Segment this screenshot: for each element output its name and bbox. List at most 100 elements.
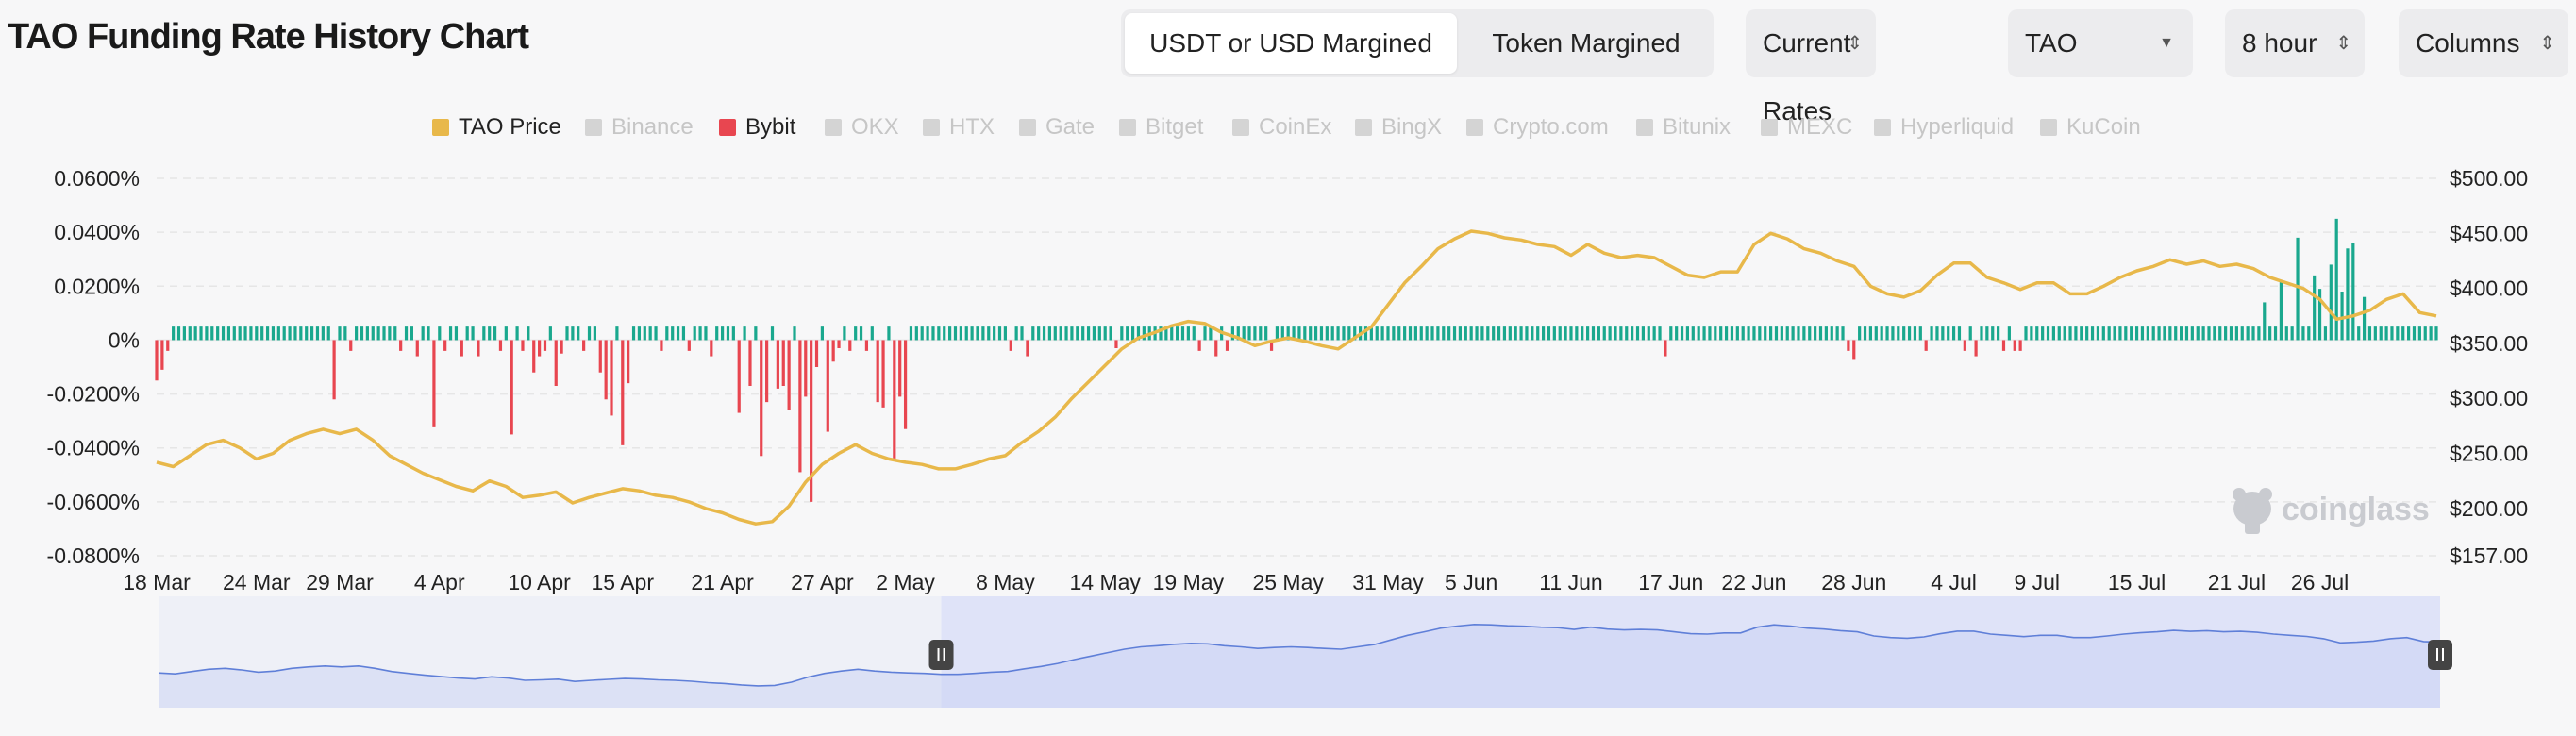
- x-axis-tick: 19 May: [1153, 570, 1225, 594]
- funding-bar: [1353, 326, 1357, 341]
- funding-bar: [1192, 326, 1196, 341]
- x-axis-tick: 9 Jul: [2014, 570, 2060, 594]
- funding-bar: [1363, 326, 1368, 341]
- coin-select[interactable]: TAO ▼: [2008, 9, 2193, 77]
- funding-bar: [893, 340, 896, 461]
- legend-item-hyperliquid[interactable]: Hyperliquid: [1874, 111, 2014, 143]
- legend-item-gate[interactable]: Gate: [1019, 111, 1095, 143]
- legend-item-bitunix[interactable]: Bitunix: [1636, 111, 1731, 143]
- funding-bar: [909, 326, 913, 341]
- navigator-handle-left[interactable]: [928, 640, 954, 670]
- legend-item-okx[interactable]: OKX: [825, 111, 899, 143]
- funding-bar: [160, 340, 164, 370]
- interval-select[interactable]: 8 hour ⇕: [2225, 9, 2365, 77]
- funding-bar: [760, 340, 763, 457]
- legend-item-htx[interactable]: HTX: [923, 111, 995, 143]
- funding-bar: [1675, 326, 1679, 341]
- funding-bar: [1286, 326, 1290, 341]
- funding-bar: [321, 326, 325, 341]
- funding-bar: [299, 326, 303, 341]
- funding-bar: [1120, 326, 1124, 341]
- funding-bar: [1991, 326, 1995, 341]
- tab-usdt-margined[interactable]: USDT or USD Margined: [1125, 13, 1457, 74]
- x-axis-tick: 10 Apr: [508, 570, 571, 594]
- legend-item-coinex[interactable]: CoinEx: [1232, 111, 1331, 143]
- legend-item-crypto-com[interactable]: Crypto.com: [1466, 111, 1609, 143]
- funding-bar: [1619, 326, 1623, 341]
- funding-bar: [1947, 326, 1950, 341]
- legend-item-bybit[interactable]: Bybit: [719, 111, 795, 143]
- funding-bar: [1847, 340, 1850, 351]
- funding-bar: [1652, 326, 1656, 341]
- funding-bar: [538, 340, 542, 357]
- funding-bar: [997, 326, 1002, 341]
- legend-item-bingx[interactable]: BingX: [1355, 111, 1442, 143]
- chart-type-select[interactable]: Columns ⇕: [2399, 9, 2568, 77]
- funding-bar: [421, 326, 425, 341]
- legend-item-bitget[interactable]: Bitget: [1119, 111, 1203, 143]
- funding-bar: [776, 340, 779, 389]
- funding-bar: [543, 340, 547, 351]
- interval-select-label: 8 hour: [2242, 28, 2317, 58]
- funding-bar: [1880, 326, 1883, 341]
- funding-bar: [1575, 326, 1579, 341]
- legend-item-tao-price[interactable]: TAO Price: [432, 111, 561, 143]
- funding-bar: [232, 326, 236, 341]
- legend-item-binance[interactable]: Binance: [585, 111, 694, 143]
- funding-bar: [1685, 326, 1690, 341]
- funding-bar: [2118, 326, 2122, 341]
- funding-bar: [754, 326, 758, 341]
- navigator-handle-right[interactable]: [2428, 640, 2452, 670]
- legend-swatch: [1636, 119, 1653, 136]
- funding-bar: [1259, 326, 1263, 341]
- funding-bar: [2146, 326, 2149, 341]
- legend-label: HTX: [949, 114, 995, 140]
- funding-bar: [864, 340, 869, 351]
- funding-bar: [1697, 326, 1700, 341]
- watermark: coinglass: [2233, 488, 2430, 534]
- funding-bar: [1026, 340, 1029, 357]
- funding-bar: [959, 326, 962, 341]
- x-axis-tick: 27 Apr: [791, 570, 854, 594]
- funding-bar: [787, 340, 791, 410]
- funding-bar: [288, 326, 292, 341]
- funding-bar: [309, 326, 314, 341]
- funding-bar: [293, 326, 297, 341]
- grid-lines: [157, 177, 2436, 557]
- funding-bar: [1103, 326, 1107, 341]
- funding-bar: [221, 326, 226, 341]
- legend-label: Binance: [611, 114, 694, 140]
- funding-bar: [1918, 326, 1922, 341]
- legend-item-kucoin[interactable]: KuCoin: [2040, 111, 2141, 143]
- funding-bar: [814, 340, 819, 367]
- funding-bar: [804, 340, 808, 397]
- funding-bar: [1935, 326, 1939, 341]
- funding-bar: [1569, 326, 1573, 341]
- funding-bar: [1780, 326, 1783, 341]
- funding-bar: [698, 326, 702, 341]
- funding-bar: [859, 326, 863, 341]
- funding-bar: [831, 340, 835, 362]
- funding-bar: [648, 326, 652, 341]
- legend-swatch: [1761, 119, 1778, 136]
- funding-bar: [1719, 326, 1723, 341]
- funding-bar: [560, 340, 563, 354]
- range-navigator[interactable]: [158, 596, 2452, 708]
- margin-type-toggle: USDT or USD Margined Token Margined: [1121, 9, 1714, 77]
- axis-labels: 0.0600% 0.0400% 0.0200% 0% -0.0200% -0.0400% -…: [47, 166, 2529, 594]
- funding-bar: [1380, 326, 1384, 341]
- legend-item-mexc[interactable]: MEXC: [1761, 111, 1852, 143]
- funding-bar: [1369, 326, 1373, 341]
- funding-bar: [1070, 326, 1074, 341]
- tab-token-margined[interactable]: Token Margined: [1492, 28, 1681, 58]
- funding-bar: [2213, 326, 2216, 341]
- coin-select-label: TAO: [2025, 28, 2078, 58]
- funding-bar: [2051, 326, 2055, 341]
- funding-bar: [1741, 326, 1745, 341]
- funding-bar: [548, 326, 552, 341]
- funding-bar: [2224, 326, 2228, 341]
- funding-bar: [2068, 326, 2072, 341]
- funding-bar: [498, 340, 503, 351]
- funding-bar: [1541, 326, 1546, 341]
- funding-bar: [964, 326, 968, 341]
